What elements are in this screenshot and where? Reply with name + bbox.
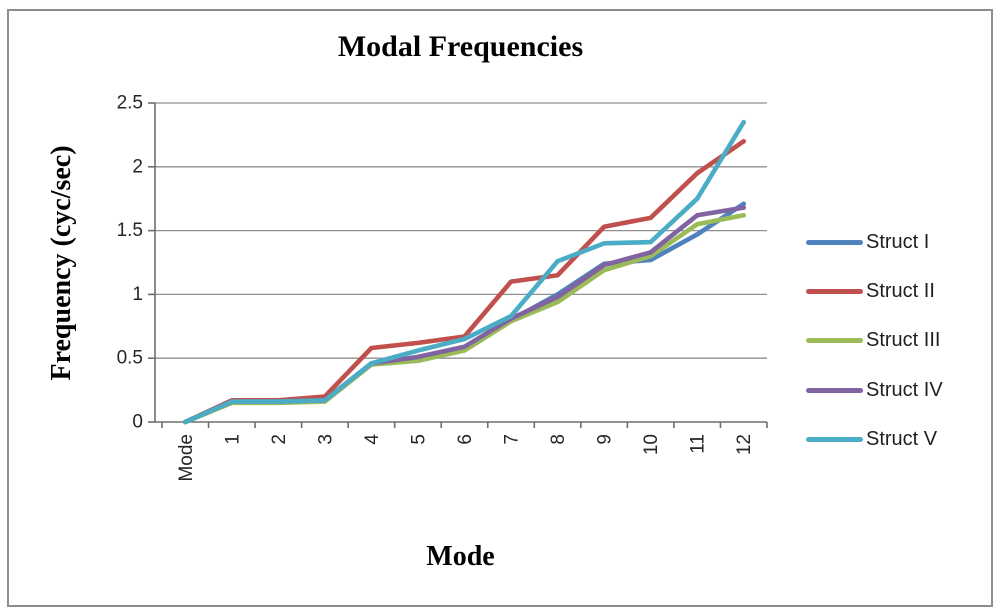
legend-item-struct-ii: Struct II — [806, 279, 935, 303]
x-tick-label-8: 8 — [548, 434, 569, 445]
chart-title: Modal Frequencies — [337, 30, 584, 63]
series-line-struct-v — [182, 119, 747, 425]
y-tick-label-1.5: 1.5 — [117, 220, 143, 241]
y-tick-label-1: 1 — [132, 284, 143, 305]
y-tick-label-0: 0 — [132, 412, 143, 433]
legend-line-swatch — [806, 239, 863, 245]
x-tick-label-3: 3 — [315, 434, 336, 445]
series-line-struct-ii — [182, 138, 747, 425]
x-tick-label-4: 4 — [362, 434, 383, 445]
legend-label: Struct II — [866, 279, 935, 302]
legend-item-struct-i: Struct I — [806, 230, 929, 254]
y-axis-title: Frequency (cyc/sec) — [46, 145, 77, 381]
y-tick-label-2: 2 — [132, 156, 143, 177]
legend-label: Struct III — [866, 329, 941, 352]
series-line-struct-iv — [182, 205, 747, 425]
x-axis-title: Mode — [426, 541, 495, 572]
x-tick-label-12: 12 — [734, 434, 755, 455]
x-tick-label-5: 5 — [408, 434, 429, 445]
x-tick-label-6: 6 — [455, 434, 476, 445]
legend-line-swatch — [806, 288, 863, 294]
x-tick-label-1: 1 — [222, 434, 243, 445]
legend-label: Struct I — [866, 230, 930, 253]
legend-line-swatch — [806, 387, 863, 393]
x-tick-label-7: 7 — [502, 434, 523, 445]
chart-frame-border — [7, 9, 993, 607]
y-tick-label-0.5: 0.5 — [117, 348, 143, 369]
x-tick-label-Mode: Mode — [176, 434, 197, 482]
legend-item-struct-iv: Struct IV — [806, 378, 943, 402]
x-tick-label-9: 9 — [595, 434, 616, 445]
legend-line-swatch — [806, 437, 863, 443]
x-tick-label-2: 2 — [269, 434, 290, 445]
x-tick-label-11: 11 — [688, 434, 709, 454]
legend-line-swatch — [806, 338, 863, 344]
x-tick-label-10: 10 — [641, 434, 662, 455]
legend: Struct I Struct II Struct III Struct IV Stru… — [806, 0, 992, 611]
y-tick-label-2.5: 2.5 — [117, 93, 143, 114]
legend-item-struct-iii: Struct III — [806, 329, 940, 353]
legend-label: Struct IV — [866, 378, 943, 401]
legend-item-struct-v: Struct V — [806, 428, 937, 452]
legend-label: Struct V — [866, 428, 938, 451]
